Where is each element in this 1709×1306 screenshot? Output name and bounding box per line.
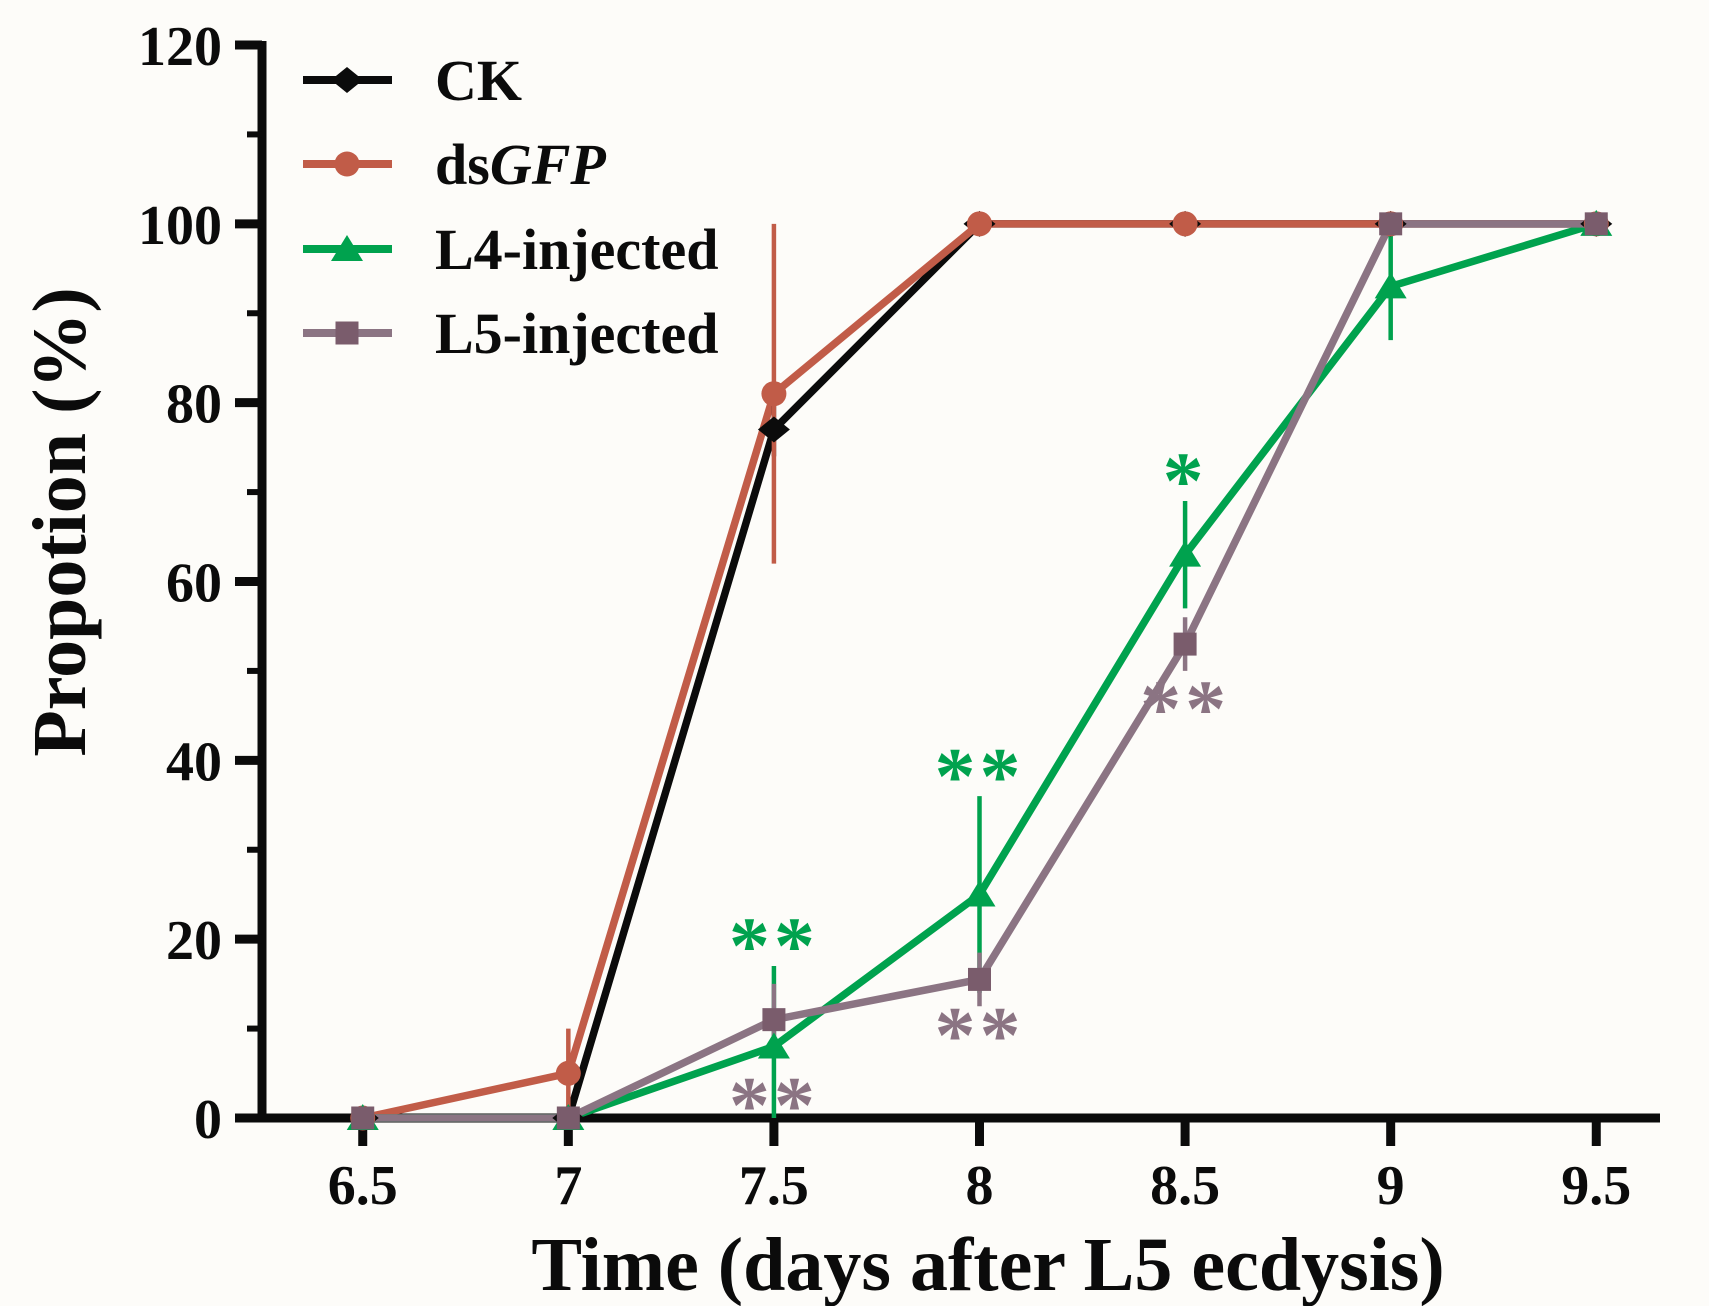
- y-tick-label: 20: [166, 910, 222, 972]
- marker-square-L5-injected: [968, 967, 992, 991]
- marker-triangle-L4-injected: [757, 1032, 790, 1059]
- significance-asterisks: **: [729, 900, 819, 991]
- marker-circle-dsGFP: [967, 211, 993, 237]
- marker-diamond-CK: [757, 416, 790, 443]
- x-axis-title: Time (days after L5 ecdysis): [531, 1223, 1444, 1306]
- y-tick-label: 80: [166, 374, 222, 436]
- marker-square-L5-injected: [1584, 212, 1608, 236]
- significance-asterisks: **: [1140, 663, 1230, 754]
- y-tick-label: 120: [138, 16, 222, 78]
- x-tick-label: 7.5: [739, 1155, 809, 1217]
- significance-asterisks: **: [935, 730, 1025, 821]
- marker-circle-dsGFP: [555, 1060, 581, 1086]
- significance-asterisks: **: [935, 990, 1025, 1081]
- legend-item-L5-injected: L5-injected: [303, 301, 719, 366]
- significance-asterisks: *: [1163, 435, 1208, 526]
- x-tick-label: 7: [554, 1155, 582, 1217]
- marker-circle-dsGFP: [761, 381, 787, 407]
- marker-triangle-L4-injected: [1169, 540, 1202, 567]
- y-axis-title: Propotion (%): [18, 287, 102, 756]
- x-tick-label: 8.5: [1150, 1155, 1220, 1217]
- legend-marker-triangle: [331, 235, 363, 261]
- legend-item-L4-injected: L4-injected: [303, 217, 719, 282]
- marker-square-L5-injected: [556, 1106, 580, 1130]
- marker-triangle-L4-injected: [1374, 272, 1407, 299]
- marker-square-L5-injected: [351, 1106, 375, 1130]
- y-tick-label: 100: [138, 195, 222, 257]
- x-tick-label: 6.5: [328, 1155, 398, 1217]
- legend-marker-square: [335, 321, 359, 345]
- legend: CK dsGFP L4-injected L5-injected: [303, 48, 719, 366]
- legend-label-CK: CK: [435, 48, 522, 113]
- legend-label-L5-injected: L5-injected: [435, 301, 719, 366]
- y-tick-label: 0: [194, 1089, 222, 1151]
- y-tick-label: 60: [166, 553, 222, 615]
- marker-square-L5-injected: [1379, 212, 1403, 236]
- marker-square-L5-injected: [762, 1008, 786, 1032]
- x-tick-label: 9: [1377, 1155, 1405, 1217]
- legend-item-dsGFP: dsGFP: [303, 132, 606, 197]
- legend-marker-circle: [334, 151, 360, 177]
- marker-triangle-L4-injected: [963, 880, 996, 907]
- marker-circle-dsGFP: [1172, 211, 1198, 237]
- legend-item-CK: CK: [303, 48, 522, 113]
- legend-label-L4-injected: L4-injected: [435, 217, 719, 282]
- x-tick-label: 8: [966, 1155, 994, 1217]
- marker-square-L5-injected: [1173, 632, 1197, 656]
- legend-marker-diamond: [331, 67, 363, 93]
- significance-asterisks: **: [729, 1059, 819, 1150]
- x-tick-label: 9.5: [1561, 1155, 1631, 1217]
- legend-label-dsGFP: dsGFP: [435, 132, 606, 197]
- y-tick-label: 40: [166, 731, 222, 793]
